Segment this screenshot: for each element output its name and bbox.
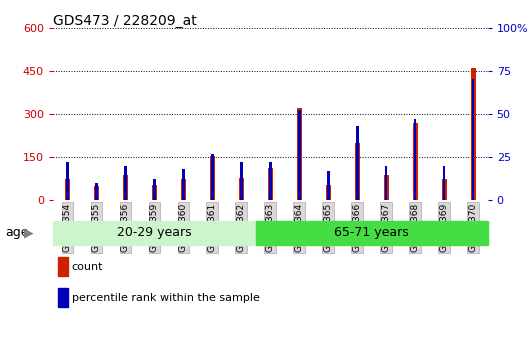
Text: ▶: ▶ [24,226,34,239]
Bar [238,178,244,200]
Bar [412,123,418,200]
Bar [298,110,301,200]
Bar [269,162,271,200]
Bar [327,171,330,200]
Text: age: age [5,226,29,239]
Bar [297,108,302,200]
Bar [182,169,184,200]
Text: percentile rank within the sample: percentile rank within the sample [72,293,259,303]
Bar [181,179,186,200]
Bar [153,179,156,200]
Text: 20-29 years: 20-29 years [117,226,192,239]
Bar [66,162,69,200]
Text: 65-71 years: 65-71 years [334,226,409,239]
Bar [95,183,98,200]
Bar [53,221,256,245]
Bar [256,221,488,245]
Bar [65,179,70,200]
Bar [94,186,99,200]
Bar [414,119,417,200]
Bar [124,166,127,200]
Bar [384,175,389,200]
Text: count: count [72,262,103,272]
Bar [325,185,331,200]
Bar [211,154,214,200]
Bar [385,166,387,200]
Bar [123,175,128,200]
Text: GDS473 / 228209_at: GDS473 / 228209_at [53,14,197,28]
Bar [152,185,157,200]
Bar [268,168,273,200]
Bar [355,143,360,200]
Bar [210,156,215,200]
Bar [443,166,445,200]
Bar [471,68,476,200]
Bar [240,162,243,200]
Bar [441,179,447,200]
Bar [472,79,474,200]
Bar [356,126,358,200]
